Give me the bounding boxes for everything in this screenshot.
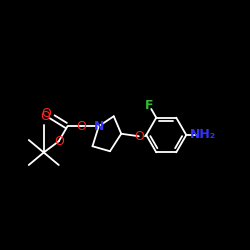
Text: O: O bbox=[40, 110, 50, 123]
Text: O: O bbox=[41, 107, 51, 120]
Text: NH₂: NH₂ bbox=[190, 128, 216, 141]
Text: O: O bbox=[134, 130, 144, 143]
Text: F: F bbox=[145, 98, 153, 112]
Text: O: O bbox=[54, 135, 64, 148]
Text: N: N bbox=[94, 120, 104, 133]
Text: O: O bbox=[76, 120, 86, 133]
